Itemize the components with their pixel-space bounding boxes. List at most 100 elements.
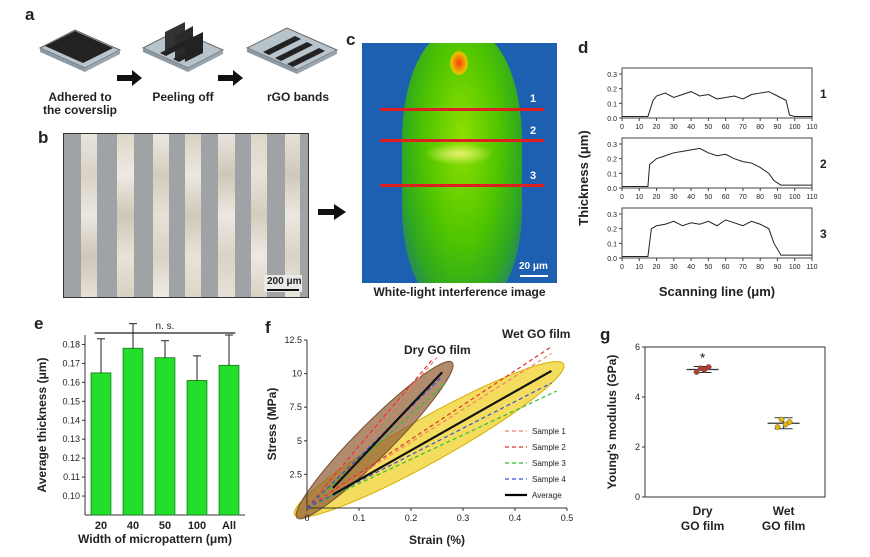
y-tick-label: 0.1 <box>607 241 617 248</box>
x-tick-label: 100 <box>789 124 801 131</box>
x-tick-label: 0.2 <box>405 513 418 523</box>
panel-label-f: f <box>265 318 271 337</box>
y-tick-label: 0.3 <box>607 142 617 149</box>
bar <box>122 347 144 516</box>
y-tick-label: 0.0 <box>607 116 617 123</box>
x-tick-label: 100 <box>789 194 801 201</box>
rgo-band <box>185 134 201 297</box>
y-tick-label: 4 <box>635 392 640 402</box>
data-point <box>786 419 793 425</box>
dry-film-label: Dry GO film <box>404 343 471 357</box>
dry-sample-2-line <box>306 359 433 509</box>
dry-average-line <box>332 371 443 489</box>
x-tick-label: 70 <box>739 194 747 201</box>
average-thickness-chart: 0.10 0.11 0.12 0.13 0.14 0.15 0.16 0.17 0.18 20 40… <box>35 321 245 546</box>
significance-label: n. s. <box>156 321 175 332</box>
x-tick-label: All <box>222 520 236 532</box>
x-tick-label: 60 <box>722 194 730 201</box>
wet-sample-3-line <box>306 390 557 509</box>
rgo-band <box>153 134 169 297</box>
panel-label-g: g <box>600 325 611 344</box>
x-tick-label: 10 <box>635 124 643 131</box>
bar <box>218 364 240 516</box>
y-tick-label: 0.17 <box>62 358 80 368</box>
x-tick-label: 0.5 <box>561 513 574 523</box>
micropattern-micrograph: 200 μm <box>63 133 309 298</box>
x-tick-label: 60 <box>722 264 730 271</box>
x-tick-label: 0.1 <box>353 513 366 523</box>
y-tick-label: 0.2 <box>607 227 617 234</box>
x-tick-label: 20 <box>653 264 661 271</box>
rgo-band <box>218 134 235 297</box>
data-point <box>705 364 712 370</box>
y-tick-label: 0.16 <box>62 377 80 387</box>
x-tick-label: 30 <box>670 124 678 131</box>
legend-label: Sample 3 <box>532 459 566 468</box>
profile-label: 3 <box>820 227 827 241</box>
data-point <box>693 369 700 375</box>
wet-sample-1-line <box>306 352 552 509</box>
x-tick-label: 0 <box>620 194 624 201</box>
data-point <box>778 416 785 423</box>
step-caption-line: the coverslip <box>42 103 118 117</box>
profile-line-1 <box>622 91 812 118</box>
step-caption-line: Adhered to <box>48 90 112 104</box>
x-tick-label: 50 <box>704 124 712 131</box>
x-tick-label: 0.4 <box>509 513 522 523</box>
interference-caption: White-light interference image <box>373 285 546 299</box>
x-tick-label: 10 <box>635 194 643 201</box>
peeling-off-illustration <box>141 22 225 72</box>
y-tick-label: 0.0 <box>607 186 617 193</box>
scan-line-label: 1 <box>530 93 537 105</box>
x-tick-label: 20 <box>653 124 661 131</box>
y-tick-label: 0.1 <box>607 101 617 108</box>
step-caption-rgo: rGO bands <box>248 91 348 104</box>
x-tick-label: 0 <box>304 513 309 523</box>
arrow-icon <box>117 70 142 86</box>
legend-label: Sample 2 <box>532 443 566 452</box>
dry-sample-1-line <box>306 357 438 509</box>
profile-line-2 <box>622 147 812 188</box>
profile-label: 1 <box>820 87 827 101</box>
scan-line-label: 3 <box>530 170 537 182</box>
wet-film-label: Wet GO film <box>502 327 570 341</box>
x-tick-label: 20 <box>653 194 661 201</box>
x-category-label: Wet <box>773 504 795 518</box>
y-tick-label: 10 <box>292 369 302 379</box>
rgo-bands-illustration <box>245 27 339 74</box>
y-tick-label: 0.2 <box>607 87 617 94</box>
arrow-icon <box>318 204 346 220</box>
rgo-band <box>117 134 134 297</box>
y-tick-label: 0.13 <box>62 434 80 444</box>
scan-line-1 <box>380 108 544 111</box>
x-tick-label: 110 <box>806 194 817 201</box>
scan-line-2 <box>380 139 544 142</box>
step-caption-peeling: Peeling off <box>133 91 233 104</box>
data-point <box>774 424 781 430</box>
x-tick-label: 90 <box>774 264 782 271</box>
x-tick-label: 0 <box>620 124 624 131</box>
x-tick-label: 50 <box>704 194 712 201</box>
wet-average-line <box>332 369 552 496</box>
x-tick-label: 10 <box>635 264 643 271</box>
scale-bar-label: 200 μm <box>267 276 302 287</box>
x-tick-label: 110 <box>806 124 817 131</box>
x-tick-label: 80 <box>756 264 764 271</box>
x-axis-label: Width of micropattern (μm) <box>78 532 232 546</box>
rgo-band <box>81 134 97 297</box>
y-tick-label: 6 <box>635 342 640 352</box>
x-tick-label: 40 <box>127 520 139 532</box>
x-tick-label: 20 <box>95 520 107 532</box>
x-tick-label: 80 <box>756 194 764 201</box>
scale-bar-background <box>264 275 302 292</box>
y-tick-label: 2 <box>635 442 640 452</box>
y-tick-label: 0.12 <box>62 453 80 463</box>
y-tick-label: 0.1 <box>607 171 617 178</box>
coverslip-adhered-illustration <box>38 29 122 72</box>
x-axis-label: Strain (%) <box>409 533 465 547</box>
panel-label-c: c <box>346 30 356 49</box>
subplot-frame <box>621 137 813 189</box>
legend-label: Sample 1 <box>532 427 566 436</box>
plot-frame <box>644 346 826 498</box>
subplot-frame <box>621 207 813 259</box>
